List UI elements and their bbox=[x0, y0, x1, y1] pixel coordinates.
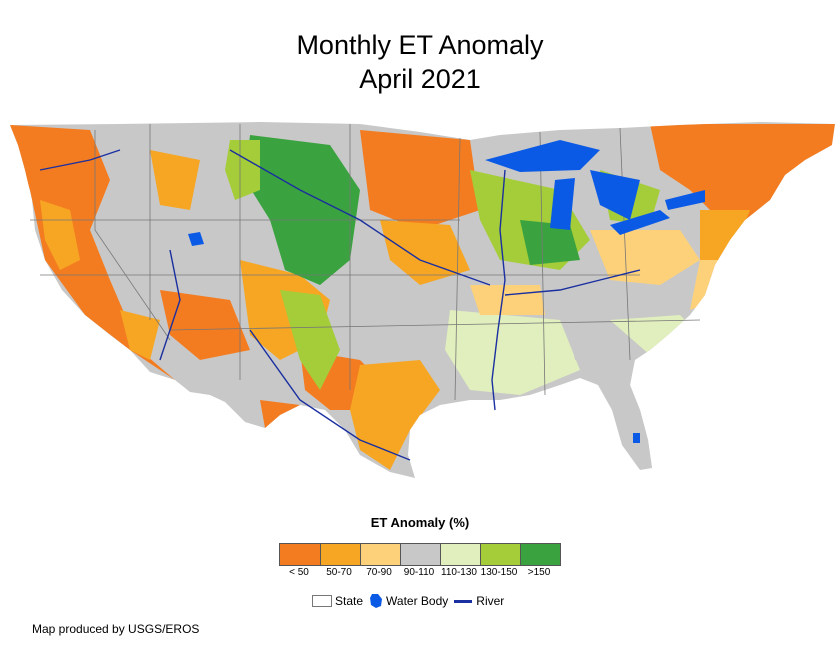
lake-michigan bbox=[550, 178, 575, 230]
legend-swatch-130-150 bbox=[480, 544, 520, 565]
legend-state-label: State bbox=[335, 594, 364, 608]
legend-river-label: River bbox=[476, 594, 505, 608]
river-line-icon bbox=[454, 599, 473, 603]
great-salt-lake bbox=[188, 232, 204, 246]
legend-state-key: State bbox=[312, 594, 363, 608]
legend-label-110-130: 110-130 bbox=[441, 567, 477, 578]
colorado-river bbox=[159, 249, 181, 361]
legend-label-70-90: 70-90 bbox=[366, 567, 392, 578]
state-outline-icon bbox=[312, 595, 332, 607]
legend-water-key: Water Body bbox=[369, 593, 448, 609]
legend-swatch-70-90 bbox=[360, 544, 400, 565]
water-bodies bbox=[188, 140, 705, 443]
columbia-river bbox=[39, 149, 121, 171]
legend-label-130-150: 130-150 bbox=[480, 567, 518, 578]
legend-feature-key: State Water Body River bbox=[312, 592, 510, 610]
legend-swatch-110-130 bbox=[440, 544, 480, 565]
state-borders bbox=[30, 124, 701, 401]
mississippi-river bbox=[491, 169, 506, 411]
legend-title: ET Anomaly (%) bbox=[370, 515, 470, 530]
lake-ontario bbox=[665, 190, 705, 210]
legend-swatch-lt50 bbox=[280, 544, 320, 565]
missouri-river bbox=[229, 149, 491, 286]
legend-label-90-110: 90-110 bbox=[403, 567, 435, 578]
legend-river-key: River bbox=[454, 594, 504, 608]
lake-okeechobee bbox=[633, 433, 640, 443]
lake-erie bbox=[610, 210, 670, 235]
legend-label-lt50: < 50 bbox=[289, 567, 309, 578]
rivers bbox=[39, 149, 641, 461]
lake-superior bbox=[485, 140, 600, 172]
legend-color-bar bbox=[279, 543, 561, 566]
rio-grande bbox=[249, 329, 411, 461]
map-credit: Map produced by USGS/EROS bbox=[32, 622, 200, 636]
legend-swatch-50-70 bbox=[320, 544, 360, 565]
lake-huron bbox=[590, 170, 640, 220]
legend-label-50-70: 50-70 bbox=[326, 567, 352, 578]
legend-water-label: Water Body bbox=[386, 594, 449, 608]
legend-label-gt150: >150 bbox=[527, 567, 551, 578]
legend-swatch-90-110 bbox=[400, 544, 440, 565]
legend-swatch-gt150 bbox=[520, 544, 560, 565]
ohio-river bbox=[504, 269, 641, 296]
legend-tick-labels: < 50 50-70 70-90 90-110 110-130 130-150 … bbox=[279, 567, 561, 581]
water-body-icon bbox=[370, 594, 383, 608]
et-anomaly-map bbox=[10, 122, 835, 478]
map-subtitle-date: April 2021 bbox=[359, 64, 481, 94]
map-title: Monthly ET Anomaly bbox=[296, 30, 544, 60]
anomaly-raster bbox=[10, 122, 835, 478]
